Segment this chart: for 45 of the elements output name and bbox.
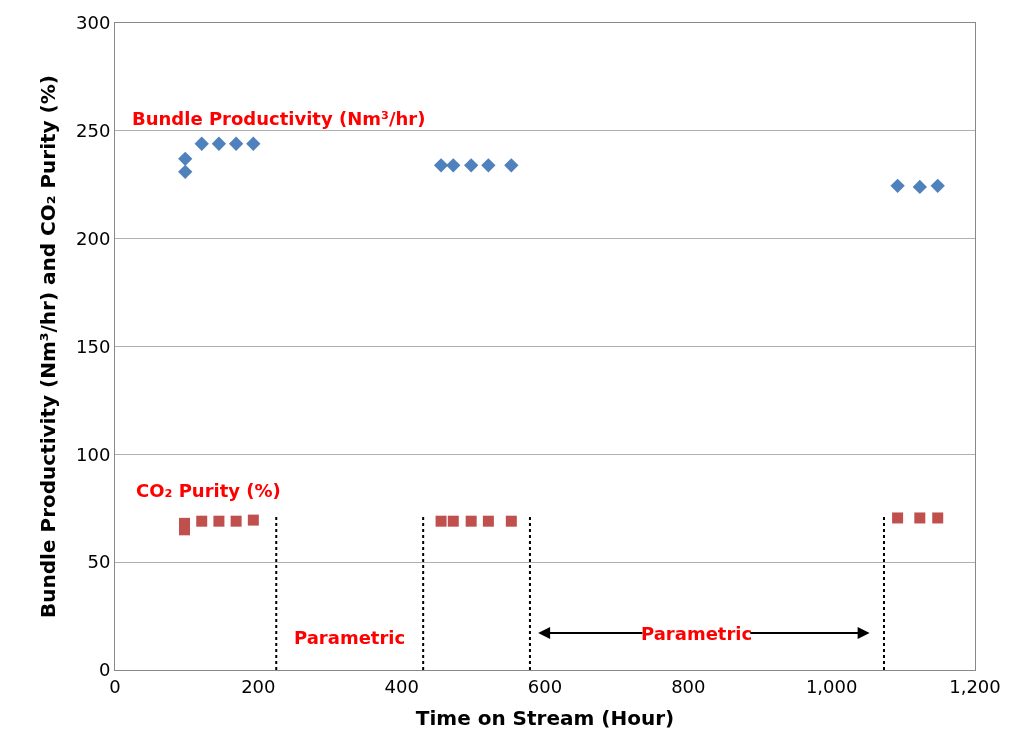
point: [932, 512, 944, 524]
annotation: Bundle Productivity (Nm³/hr): [132, 108, 426, 129]
point: [178, 164, 193, 179]
point: [481, 158, 496, 173]
y-axis-title: Bundle Productivity (Nm³/hr) and CO₂ Purity (%): [35, 75, 60, 618]
y-tick-label: 300: [76, 12, 111, 34]
x-tick-label: 200: [241, 675, 276, 697]
point: [228, 136, 244, 151]
point: [464, 158, 479, 173]
y-tick-label: 50: [87, 551, 111, 573]
annotation: CO₂ Purity (%): [136, 480, 281, 501]
point: [230, 515, 242, 527]
point: [912, 179, 927, 195]
point: [504, 158, 519, 173]
point: [930, 178, 945, 193]
point: [178, 151, 193, 167]
point: [482, 515, 494, 527]
point: [213, 515, 225, 527]
point: [196, 515, 208, 527]
x-axis-title: Time on Stream (Hour): [415, 706, 675, 731]
point: [433, 158, 449, 173]
y-tick-label: 0: [98, 659, 111, 681]
point: [446, 158, 461, 173]
x-tick-label: 800: [671, 675, 706, 697]
point: [211, 136, 227, 151]
y-tick-label: 250: [76, 120, 111, 142]
point: [914, 512, 926, 524]
x-tick-label: 600: [527, 675, 563, 697]
x-tick-label: 400: [384, 675, 419, 697]
point: [447, 515, 459, 527]
point: [435, 515, 447, 527]
point: [892, 512, 904, 524]
y-tick-label: 150: [76, 335, 111, 357]
point: [246, 136, 261, 151]
x-tick-label: 1,000: [805, 675, 858, 697]
point: [194, 136, 209, 151]
point: [247, 514, 259, 526]
annotation: Parametric: [641, 623, 753, 644]
point: [465, 515, 477, 527]
annotation: Parametric: [294, 627, 406, 648]
point: [890, 178, 905, 193]
y-tick-label: 200: [76, 227, 111, 249]
x-tick-label: 1,200: [949, 675, 1001, 697]
point: [505, 515, 517, 527]
y-tick-label: 100: [76, 443, 111, 465]
